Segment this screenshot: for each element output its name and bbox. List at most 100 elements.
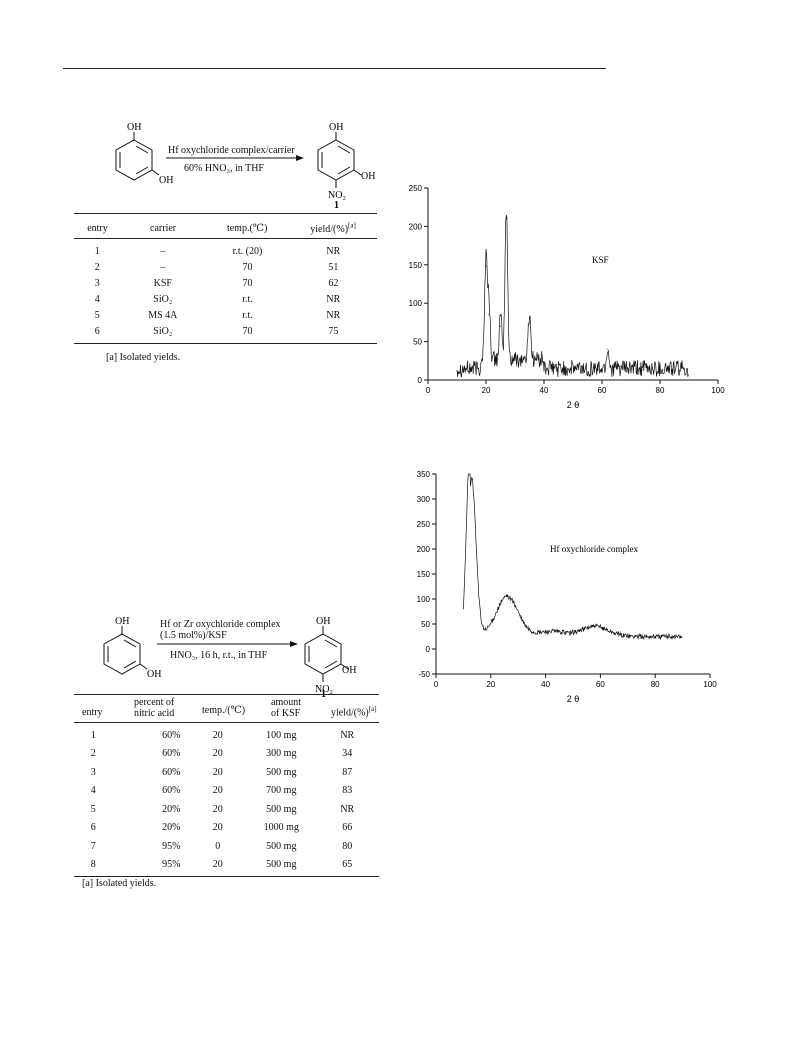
- table-row: 7 95% 0 500 mg 80: [90, 840, 353, 852]
- y-tick-label: 200: [417, 545, 431, 554]
- table2-header-temp: temp./(℃): [202, 705, 246, 716]
- reactant1-oh-top: OH: [127, 122, 141, 133]
- table2-header-nitric-b: nitric acid: [134, 708, 175, 719]
- peak-point: [506, 594, 508, 596]
- reactant2-oh-top: OH: [115, 616, 129, 627]
- product1-oh-right: OH: [361, 171, 375, 182]
- chart-annotation: Hf oxychloride complex: [550, 544, 638, 554]
- table2-header-nitric-a: percent of: [134, 697, 175, 708]
- table1-footnote: [a] Isolated yields.: [106, 352, 181, 363]
- table1-header: temp.(℃): [226, 222, 268, 234]
- chart-annotation: KSF: [592, 255, 609, 265]
- x-tick-label: 20: [482, 386, 491, 395]
- table-row: 4 SiO₂ r.t. NR: [94, 293, 341, 305]
- table-row: 2 – 70 51: [94, 261, 339, 273]
- table-row: 2 60% 20 300 mg 34: [90, 748, 353, 760]
- y-tick-label: 200: [409, 222, 423, 231]
- table2-header-ksf-b: of KSF: [271, 708, 301, 719]
- peak-point: [505, 218, 507, 220]
- peak-point: [485, 265, 487, 267]
- diffraction-trace: [463, 473, 683, 641]
- x-tick-label: 100: [711, 386, 725, 395]
- y-tick-label: 300: [417, 495, 431, 504]
- header-rule: [63, 68, 606, 69]
- x-tick-label: 20: [486, 680, 495, 689]
- peak-point: [488, 314, 490, 316]
- x-tick-label: 60: [598, 386, 607, 395]
- diffraction-trace: [456, 214, 689, 378]
- scheme2-conditions: HNO₃, 16 h, r.t., in THF: [170, 650, 268, 661]
- product2-oh-top: OH: [316, 616, 330, 627]
- table1: entry carrier temp.(℃) yield/(%)[a]: [74, 220, 377, 236]
- table1-header-row: entry carrier temp.(℃) yield/(%)[a]: [74, 220, 377, 236]
- product2-label: 1: [321, 689, 326, 697]
- table-row: 1 60% 20 100 mg NR: [90, 729, 355, 741]
- table2-header-yield: yield/(%)[a]: [331, 705, 377, 719]
- y-tick-label: 150: [409, 261, 423, 270]
- x-axis-label: 2 θ: [567, 400, 580, 410]
- y-tick-label: -50: [418, 670, 430, 679]
- table-row: 5 MS 4A r.t. NR: [94, 309, 341, 321]
- y-tick-label: 50: [421, 620, 430, 629]
- scheme1-drawing: OH OH OH OH NO₂ 1: [115, 122, 375, 208]
- table2-top-rule: [74, 694, 379, 695]
- product1-oh-top: OH: [329, 122, 343, 133]
- table2-header-ksf-a: amount: [271, 697, 301, 708]
- scheme1-conditions: 60% HNO₃, in THF: [184, 163, 264, 174]
- table1-header-rule: [74, 238, 377, 239]
- xrd-chart-ksf: 0 50 100 150 200 250 0 20 40 60 80 100 2 θ KSF: [409, 184, 726, 410]
- table-row: 3 KSF 70 62: [94, 277, 339, 289]
- table1-body: 1 – r.t. (20) NR 2 – 70 51 3 KSF 70 62 4…: [74, 243, 377, 339]
- table-row: 8 95% 20 500 mg 65: [90, 859, 353, 871]
- peak-point: [471, 478, 473, 480]
- x-axis-label: 2 θ: [567, 694, 580, 704]
- y-tick-label: 50: [413, 338, 422, 347]
- peak-point: [500, 325, 501, 327]
- reactant1-oh-bottom: OH: [159, 175, 173, 186]
- product2-oh-right: OH: [342, 665, 356, 676]
- reactant-ring-2: [103, 626, 148, 675]
- y-tick-label: 350: [417, 470, 431, 479]
- table-row: 4 60% 20 700 mg 83: [90, 785, 353, 797]
- table1-top-rule: [74, 213, 377, 214]
- x-tick-label: 0: [426, 386, 431, 395]
- scheme2-reagent-line1: Hf or Zr oxychloride complex: [160, 619, 281, 630]
- table1-bottom-rule: [74, 343, 377, 344]
- y-tick-label: 0: [418, 376, 423, 385]
- x-tick-label: 0: [434, 680, 439, 689]
- table2-body: 1 60% 20 100 mg NR 2 60% 20 300 mg 34 3 …: [74, 726, 379, 874]
- y-tick-label: 250: [417, 520, 431, 529]
- table-row: 3 60% 20 500 mg 87: [90, 766, 353, 778]
- scheme2-reagent-line2: (1.5 mol%)/KSF: [160, 630, 227, 641]
- peak-point: [607, 348, 609, 350]
- table-row: 6 SiO₂ 70 75: [94, 325, 339, 337]
- table2-header-entry: entry: [82, 707, 103, 718]
- x-tick-label: 60: [596, 680, 605, 689]
- y-tick-label: 100: [417, 595, 431, 604]
- y-tick-label: 250: [409, 184, 423, 193]
- table2-bottom-rule: [74, 876, 379, 877]
- scheme2-drawing: OH OH OH OH NO₂ 1: [103, 616, 356, 697]
- table1-header: yield/(%)[a]: [310, 221, 356, 235]
- xrd-chart-hf-complex: -50 0 50 100 150 200 250 300 350 0 20 40 60 80 100 2 θ H…: [417, 470, 718, 704]
- x-tick-label: 100: [703, 680, 717, 689]
- y-tick-label: 100: [409, 299, 423, 308]
- x-tick-label: 80: [656, 386, 665, 395]
- reactant2-oh-bottom: OH: [147, 669, 161, 680]
- y-tick-label: 150: [417, 570, 431, 579]
- product-ring-1: [317, 132, 362, 188]
- product1-no2: NO₂: [328, 190, 346, 201]
- product-ring-2: [304, 626, 349, 682]
- peak-point: [594, 626, 596, 627]
- product1-label: 1: [334, 200, 339, 208]
- table1-header: entry: [87, 222, 108, 234]
- peak-point: [529, 321, 530, 323]
- table1-header: carrier: [150, 222, 177, 234]
- y-tick-label: 0: [426, 645, 431, 654]
- table-row: 5 20% 20 500 mg NR: [90, 803, 355, 815]
- table-row: 1 – r.t. (20) NR: [94, 245, 341, 257]
- x-tick-label: 80: [651, 680, 660, 689]
- table2-footnote: [a] Isolated yields.: [82, 878, 157, 889]
- table-row: 6 20% 20 1000 mg 66: [90, 822, 353, 834]
- reactant-ring-1: [115, 132, 160, 181]
